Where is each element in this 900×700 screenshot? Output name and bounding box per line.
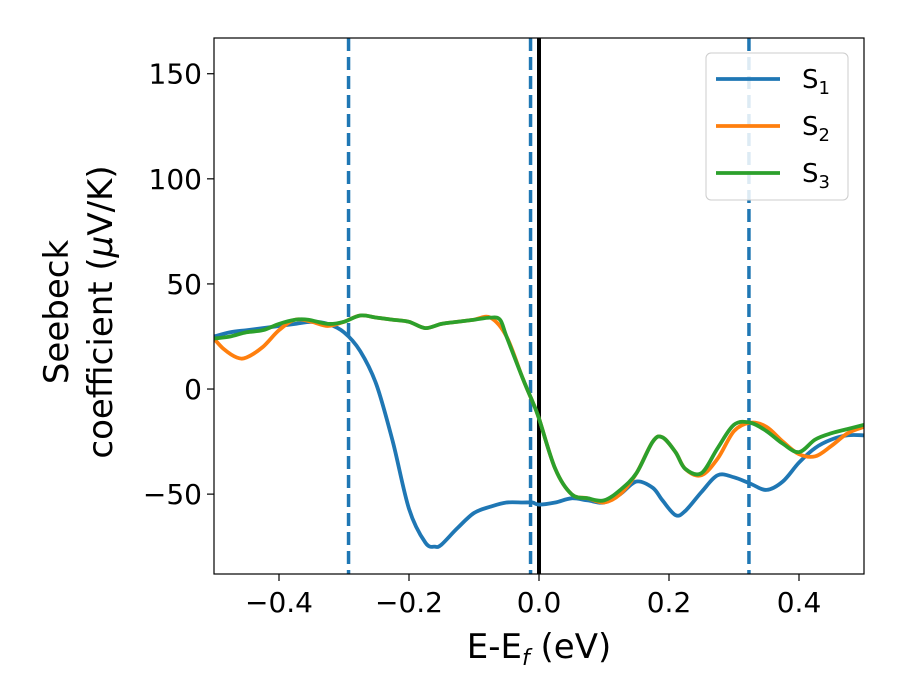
legend-label-s3: S3	[802, 159, 830, 193]
x-axis-label-sub: f	[522, 646, 533, 671]
x-tick-label: 0.0	[517, 586, 562, 619]
series-line-s3	[214, 313, 864, 503]
legend-label-s2: S2	[802, 112, 830, 146]
legend-label-s1: S1	[802, 65, 830, 99]
y-tick-label: 150	[149, 58, 202, 91]
y-tick-label: 50	[166, 268, 202, 301]
y-axis-label-text: coefficient (	[81, 257, 121, 458]
series-lines	[214, 313, 864, 549]
x-tick-label: −0.2	[375, 586, 443, 619]
x-axis: −0.4 −0.2 0.0 0.2 0.4	[245, 574, 821, 619]
x-tick-label: 0.2	[647, 586, 692, 619]
x-tick-label: 0.4	[777, 586, 822, 619]
legend: S1 S2 S3	[705, 52, 849, 201]
y-axis-label: Seebeck coefficient (μV/K)	[37, 165, 121, 458]
y-axis: 150 100 50 0 −50	[143, 58, 214, 511]
y-tick-label: 100	[149, 163, 202, 196]
x-axis-label-main: E-E	[467, 627, 522, 667]
y-tick-label: 0	[184, 373, 202, 406]
legend-items: S1 S2 S3	[716, 65, 830, 193]
x-tick-label: −0.4	[245, 586, 313, 619]
y-axis-label-line-2: coefficient (μV/K)	[81, 165, 121, 458]
x-axis-label-unit: (eV)	[530, 627, 612, 667]
x-axis-label: E-Ef (eV)	[467, 627, 612, 671]
y-axis-label-line-1: Seebeck	[37, 240, 77, 385]
y-axis-label-unit: V/K)	[81, 165, 121, 235]
y-axis-label-mu: μ	[81, 236, 121, 259]
y-tick-label: −50	[143, 478, 202, 511]
